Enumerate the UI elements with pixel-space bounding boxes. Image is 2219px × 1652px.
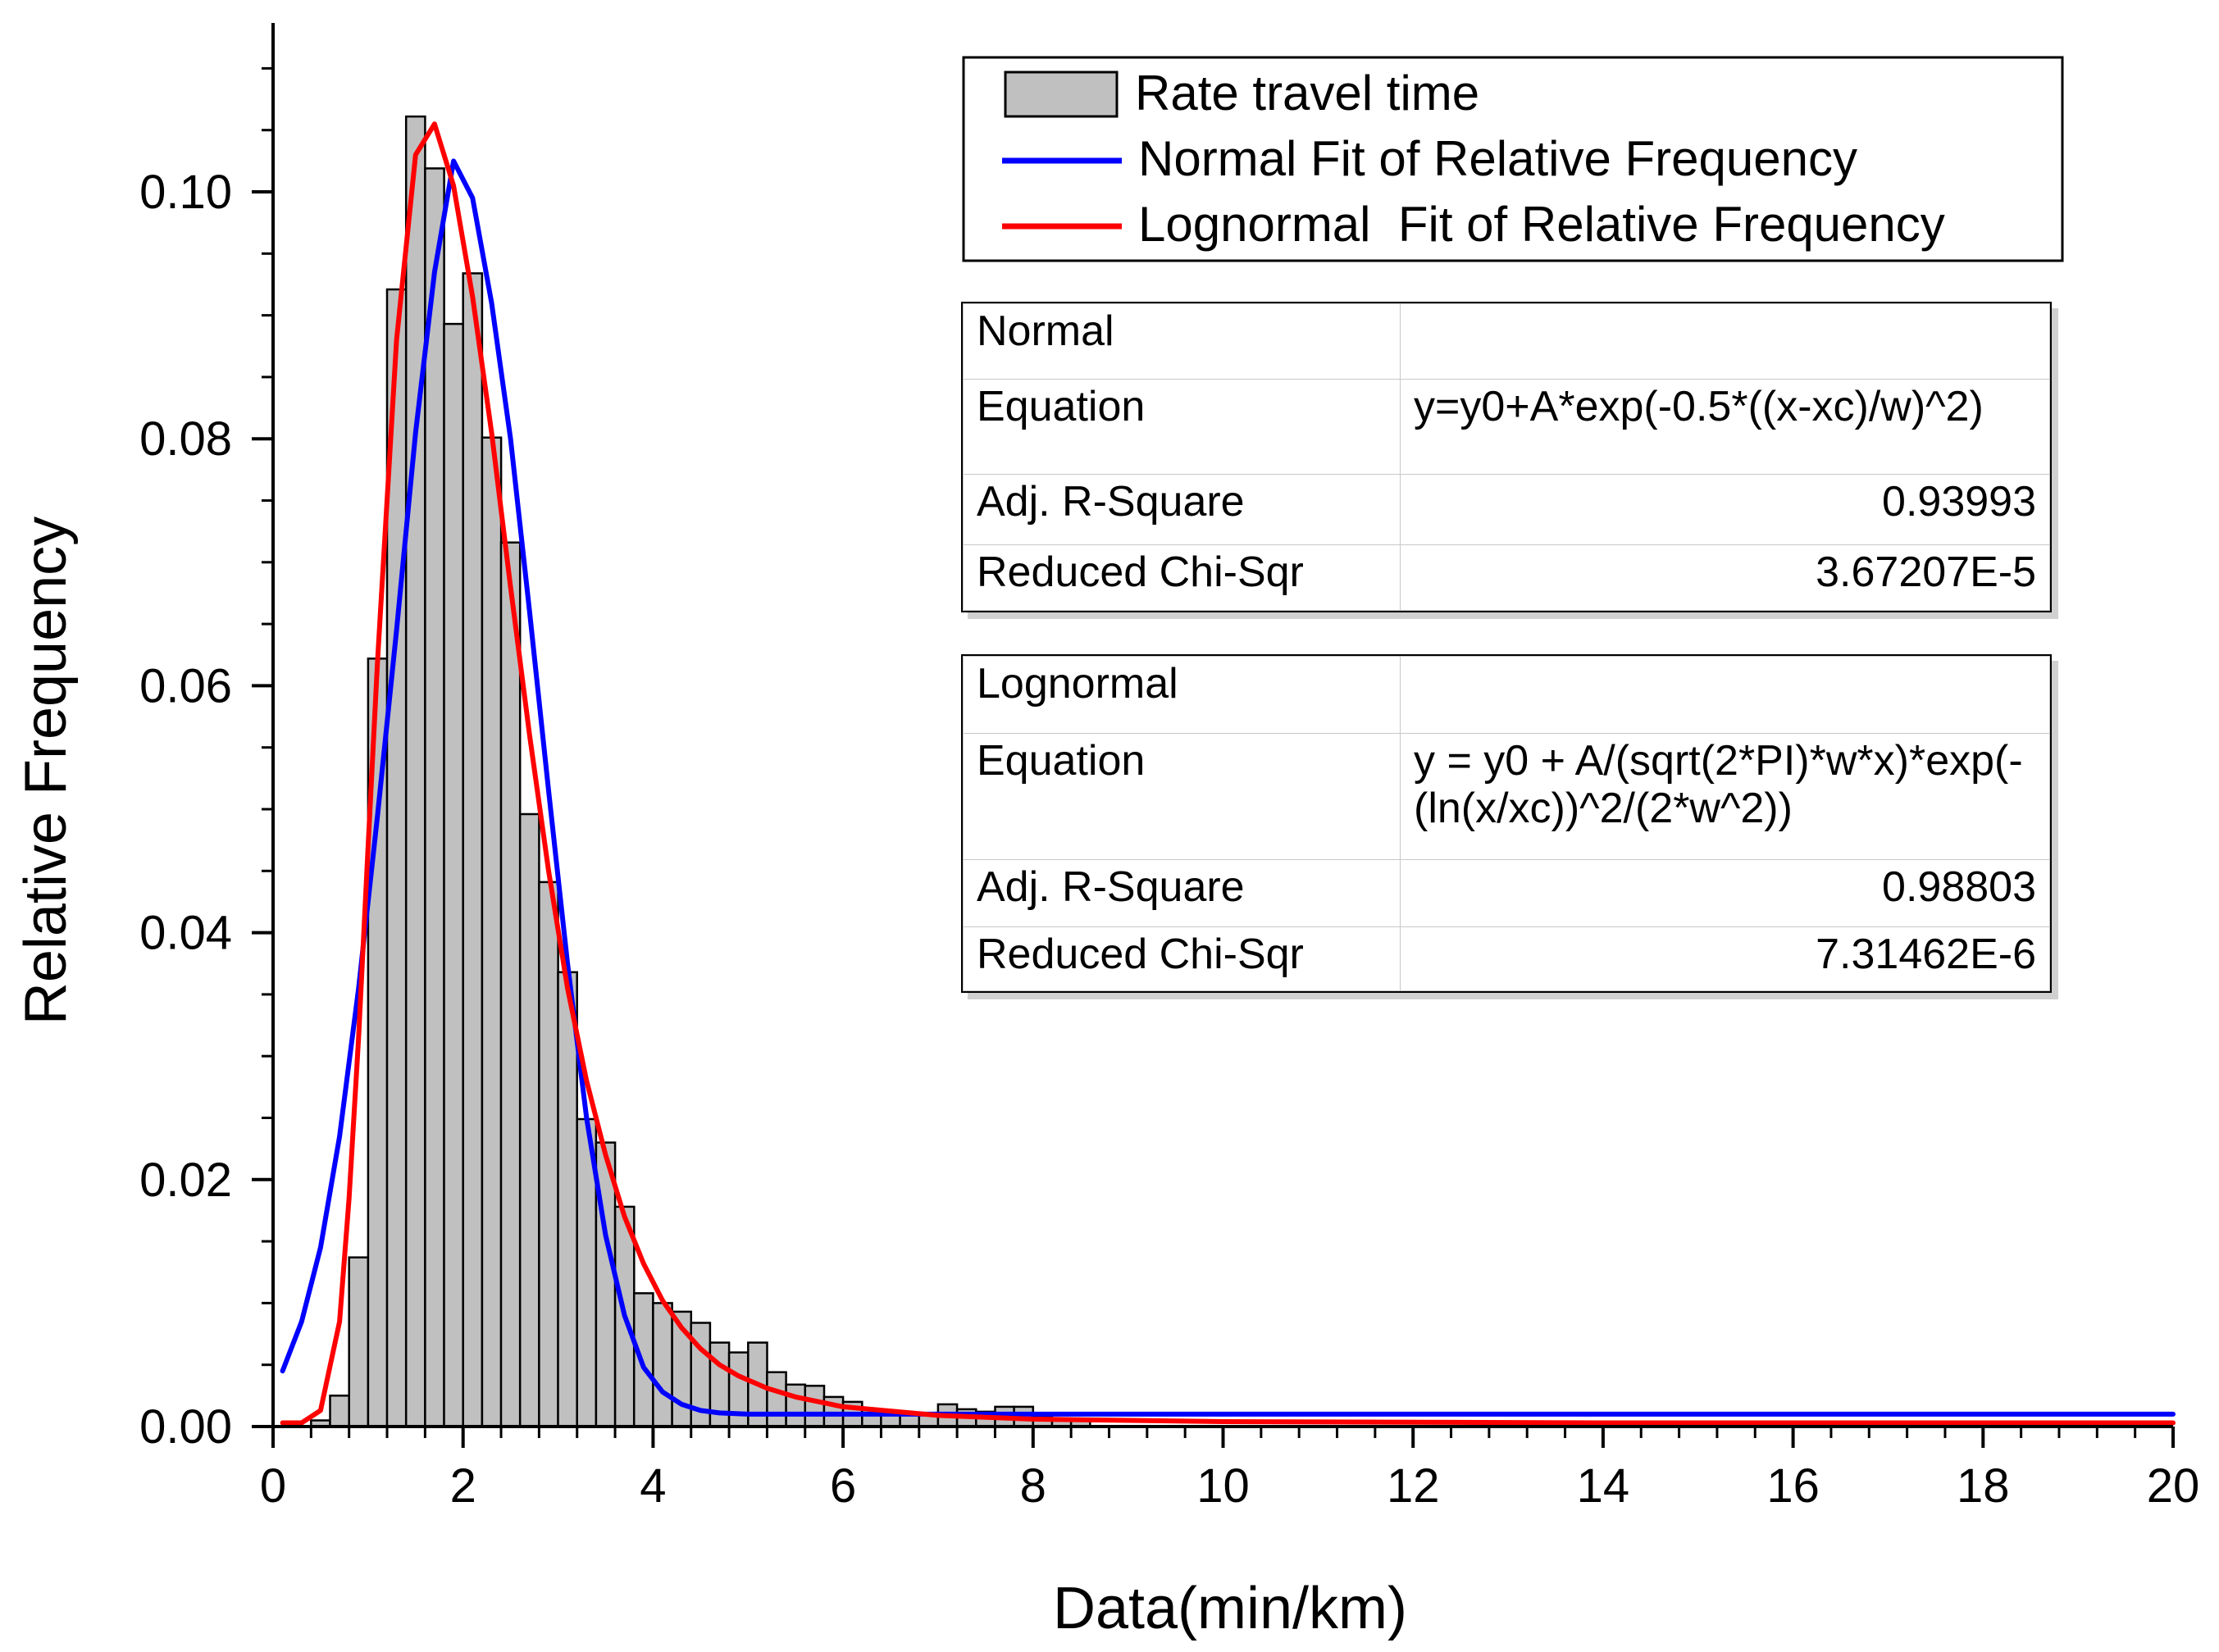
lognormal-equation-value: y = y0 + A/(sqrt(2*PI)*w*x)*exp(-(ln(x/x… bbox=[1400, 733, 2050, 860]
histogram-bar bbox=[329, 1395, 350, 1428]
x-tick-label: 6 bbox=[830, 1459, 856, 1513]
histogram-bar bbox=[481, 436, 503, 1428]
histogram-bar bbox=[538, 881, 559, 1428]
x-tick-label: 14 bbox=[1577, 1459, 1630, 1513]
x-tick-label: 10 bbox=[1196, 1459, 1250, 1513]
x-tick-label: 0 bbox=[260, 1459, 286, 1513]
axis-ticks: 0 2 4 6 8 10 12 14 16 18 20 0.00 0.02 0.04 0.06 0.08 0.1… bbox=[139, 66, 2200, 1513]
y-axis-title: Relative Frequency bbox=[13, 517, 79, 1025]
normal-equation-value: y=y0+A*exp(-0.5*((x-xc)/w)^2) bbox=[1400, 379, 2050, 475]
lognormal-title-cell: Lognormal bbox=[963, 656, 1401, 734]
histogram-bar bbox=[632, 1292, 654, 1428]
x-tick-label: 18 bbox=[1957, 1459, 2010, 1513]
histogram-bar bbox=[443, 322, 464, 1428]
histogram-bar bbox=[766, 1371, 787, 1428]
y-tick-label: 0.06 bbox=[139, 659, 232, 712]
normal-fit-stats-table: Normal Equation y=y0+A*exp(-0.5*((x-xc)/… bbox=[961, 302, 2052, 612]
normal-title-cell: Normal bbox=[963, 303, 1401, 380]
x-tick-label: 20 bbox=[2147, 1459, 2200, 1513]
y-tick-label: 0.08 bbox=[139, 412, 232, 466]
lognormal-fit-stats-table: Lognormal Equation y = y0 + A/(sqrt(2*PI… bbox=[961, 654, 2052, 993]
normal-title-empty-cell bbox=[1400, 303, 2050, 380]
x-tick-label: 12 bbox=[1387, 1459, 1440, 1513]
y-tick-label: 0.10 bbox=[139, 166, 232, 219]
normal-fit-line bbox=[280, 158, 2176, 1417]
normal-adj-r-value: 0.93993 bbox=[1400, 474, 2050, 545]
legend-frame bbox=[962, 56, 2064, 262]
histogram-bars bbox=[310, 115, 1091, 1428]
histogram-bar bbox=[785, 1383, 807, 1428]
fit-curves bbox=[280, 121, 2176, 1426]
y-tick-label: 0.00 bbox=[139, 1400, 232, 1454]
histogram-bar bbox=[404, 115, 426, 1428]
lognormal-chi-label: Reduced Chi-Sqr bbox=[963, 926, 1401, 991]
x-axis-title: Data(min/km) bbox=[1053, 1576, 1407, 1641]
histogram-bar bbox=[499, 541, 522, 1428]
x-tick-label: 2 bbox=[450, 1459, 476, 1513]
histogram-bar bbox=[518, 812, 540, 1428]
lognormal-adj-r-label: Adj. R-Square bbox=[963, 859, 1401, 927]
histogram-bar bbox=[652, 1302, 673, 1428]
histogram-bar bbox=[348, 1256, 370, 1428]
legend-label-lognormal: Lognormal Fit of Relative Frequency bbox=[1138, 197, 1945, 252]
x-tick-label: 16 bbox=[1766, 1459, 1820, 1513]
lognormal-adj-r-value: 0.98803 bbox=[1400, 859, 2050, 927]
normal-adj-r-label: Adj. R-Square bbox=[963, 474, 1401, 545]
legend-swatch-histogram bbox=[1004, 71, 1119, 118]
x-tick-label: 4 bbox=[640, 1459, 666, 1513]
legend-label-histogram: Rate travel time bbox=[1135, 66, 1479, 121]
histogram-bar bbox=[804, 1385, 826, 1428]
histogram-bar bbox=[424, 167, 445, 1428]
legend: Rate travel time Normal Fit of Relative … bbox=[962, 56, 2064, 262]
normal-equation-label: Equation bbox=[963, 379, 1401, 475]
lognormal-title-empty-cell bbox=[1400, 656, 2050, 734]
normal-chi-value: 3.67207E-5 bbox=[1400, 544, 2050, 611]
legend-label-normal: Normal Fit of Relative Frequency bbox=[1138, 131, 1857, 186]
lognormal-chi-value: 7.31462E-6 bbox=[1400, 926, 2050, 991]
histogram-bar bbox=[557, 971, 578, 1428]
normal-chi-label: Reduced Chi-Sqr bbox=[963, 544, 1401, 611]
y-tick-label: 0.02 bbox=[139, 1154, 232, 1207]
histogram-bar bbox=[462, 272, 484, 1428]
lognormal-equation-label: Equation bbox=[963, 733, 1401, 860]
x-tick-label: 8 bbox=[1020, 1459, 1046, 1513]
lognormal-fit-line bbox=[280, 121, 2176, 1426]
y-tick-label: 0.04 bbox=[139, 907, 232, 960]
